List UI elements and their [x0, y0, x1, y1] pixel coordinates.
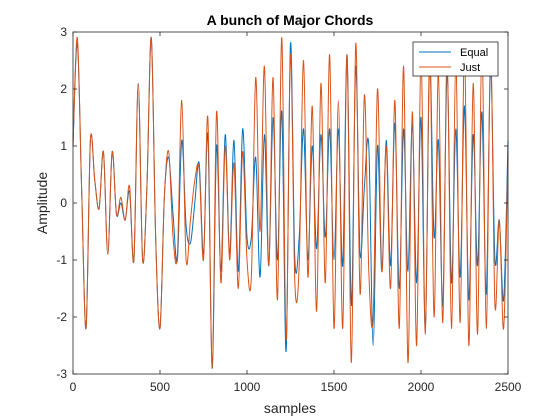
y-tick-label: 1 — [60, 139, 67, 153]
y-tick-label: 2 — [60, 82, 67, 96]
series-line-just — [72, 37, 509, 369]
x-axis-label: samples — [264, 400, 316, 416]
x-tick-label: 1500 — [321, 380, 348, 394]
y-tick-label: -2 — [56, 310, 67, 324]
legend-label-equal: Equal — [460, 47, 488, 59]
legend-box — [412, 41, 499, 77]
tick-layer: 0 500 1000 1500 2000 2500 -3 -2 -1 0 1 2 3 — [56, 25, 521, 394]
x-tick-label: 500 — [150, 380, 170, 394]
legend: Equal Just — [412, 41, 499, 77]
x-tick-label: 2000 — [408, 380, 435, 394]
legend-label-just: Just — [460, 62, 480, 74]
y-tick-label: 3 — [60, 25, 67, 39]
y-tick-label: -3 — [56, 367, 67, 381]
plot-frame — [72, 31, 509, 375]
chart-title: A bunch of Major Chords — [207, 12, 374, 28]
y-tick-label: -1 — [56, 253, 67, 267]
x-tick-label: 1000 — [234, 380, 261, 394]
y-axis-label: Amplitude — [34, 172, 50, 234]
x-tick-label: 2500 — [495, 380, 522, 394]
y-tick-label: 0 — [60, 196, 67, 210]
x-tick-label: 0 — [70, 380, 77, 394]
series-layer — [72, 37, 509, 369]
